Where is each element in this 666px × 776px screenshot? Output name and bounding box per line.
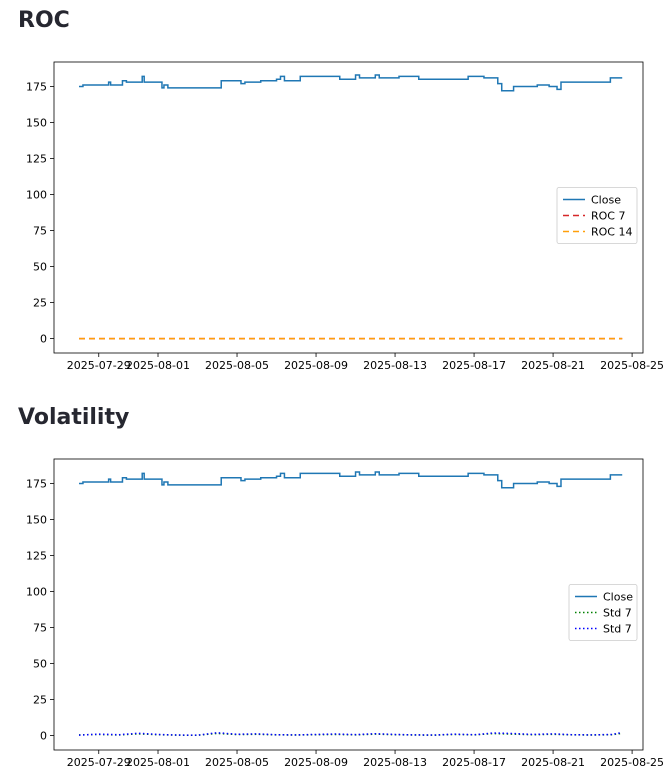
y-tick-label: 150	[26, 117, 47, 130]
series-line-std-7	[78, 731, 623, 736]
x-tick-label: 2025-08-13	[363, 359, 427, 372]
plot-frame	[53, 61, 644, 354]
y-tick-label: 100	[26, 586, 47, 599]
y-tick-label: 125	[26, 153, 47, 166]
x-tick-label: 2025-08-17	[442, 359, 506, 372]
y-tick-label: 25	[33, 694, 47, 707]
legend-label: ROC 7	[591, 210, 625, 223]
x-tick-label: 2025-08-09	[284, 756, 348, 769]
legend-label: Std 7	[603, 607, 632, 620]
y-tick-label: 75	[33, 225, 47, 238]
legend-label: Close	[603, 591, 633, 604]
x-tick-label: 2025-08-13	[363, 756, 427, 769]
y-tick-label: 0	[40, 333, 47, 346]
y-tick-label: 175	[26, 80, 47, 93]
y-tick-label: 75	[33, 622, 47, 635]
y-tick-label: 175	[26, 477, 47, 490]
legend-label: Std 7	[603, 623, 632, 636]
x-tick-label: 2025-07-29	[67, 756, 131, 769]
legend-label: ROC 14	[591, 226, 632, 239]
plot-frame	[53, 458, 644, 751]
x-tick-label: 2025-08-05	[205, 756, 269, 769]
y-tick-label: 100	[26, 189, 47, 202]
x-tick-label: 2025-08-17	[442, 756, 506, 769]
series-line-close	[79, 471, 623, 489]
y-tick-label: 0	[40, 730, 47, 743]
x-tick-label: 2025-08-01	[126, 359, 190, 372]
x-tick-label: 2025-08-09	[284, 359, 348, 372]
legend-label: Close	[591, 194, 621, 207]
x-tick-label: 2025-08-21	[521, 756, 585, 769]
roc-section-title: ROC	[18, 8, 70, 33]
x-tick-label: 2025-08-21	[521, 359, 585, 372]
x-tick-label: 2025-07-29	[67, 359, 131, 372]
x-tick-label: 2025-08-25	[600, 756, 664, 769]
legend-box	[568, 584, 638, 641]
volatility-section-title: Volatility	[18, 405, 130, 430]
y-tick-label: 50	[33, 658, 47, 671]
y-tick-label: 125	[26, 550, 47, 563]
x-tick-label: 2025-08-25	[600, 359, 664, 372]
y-tick-label: 150	[26, 514, 47, 527]
y-tick-label: 25	[33, 297, 47, 310]
series-line-close	[79, 74, 623, 92]
y-tick-label: 50	[33, 261, 47, 274]
legend-box	[556, 187, 638, 244]
x-tick-label: 2025-08-01	[126, 756, 190, 769]
x-tick-label: 2025-08-05	[205, 359, 269, 372]
